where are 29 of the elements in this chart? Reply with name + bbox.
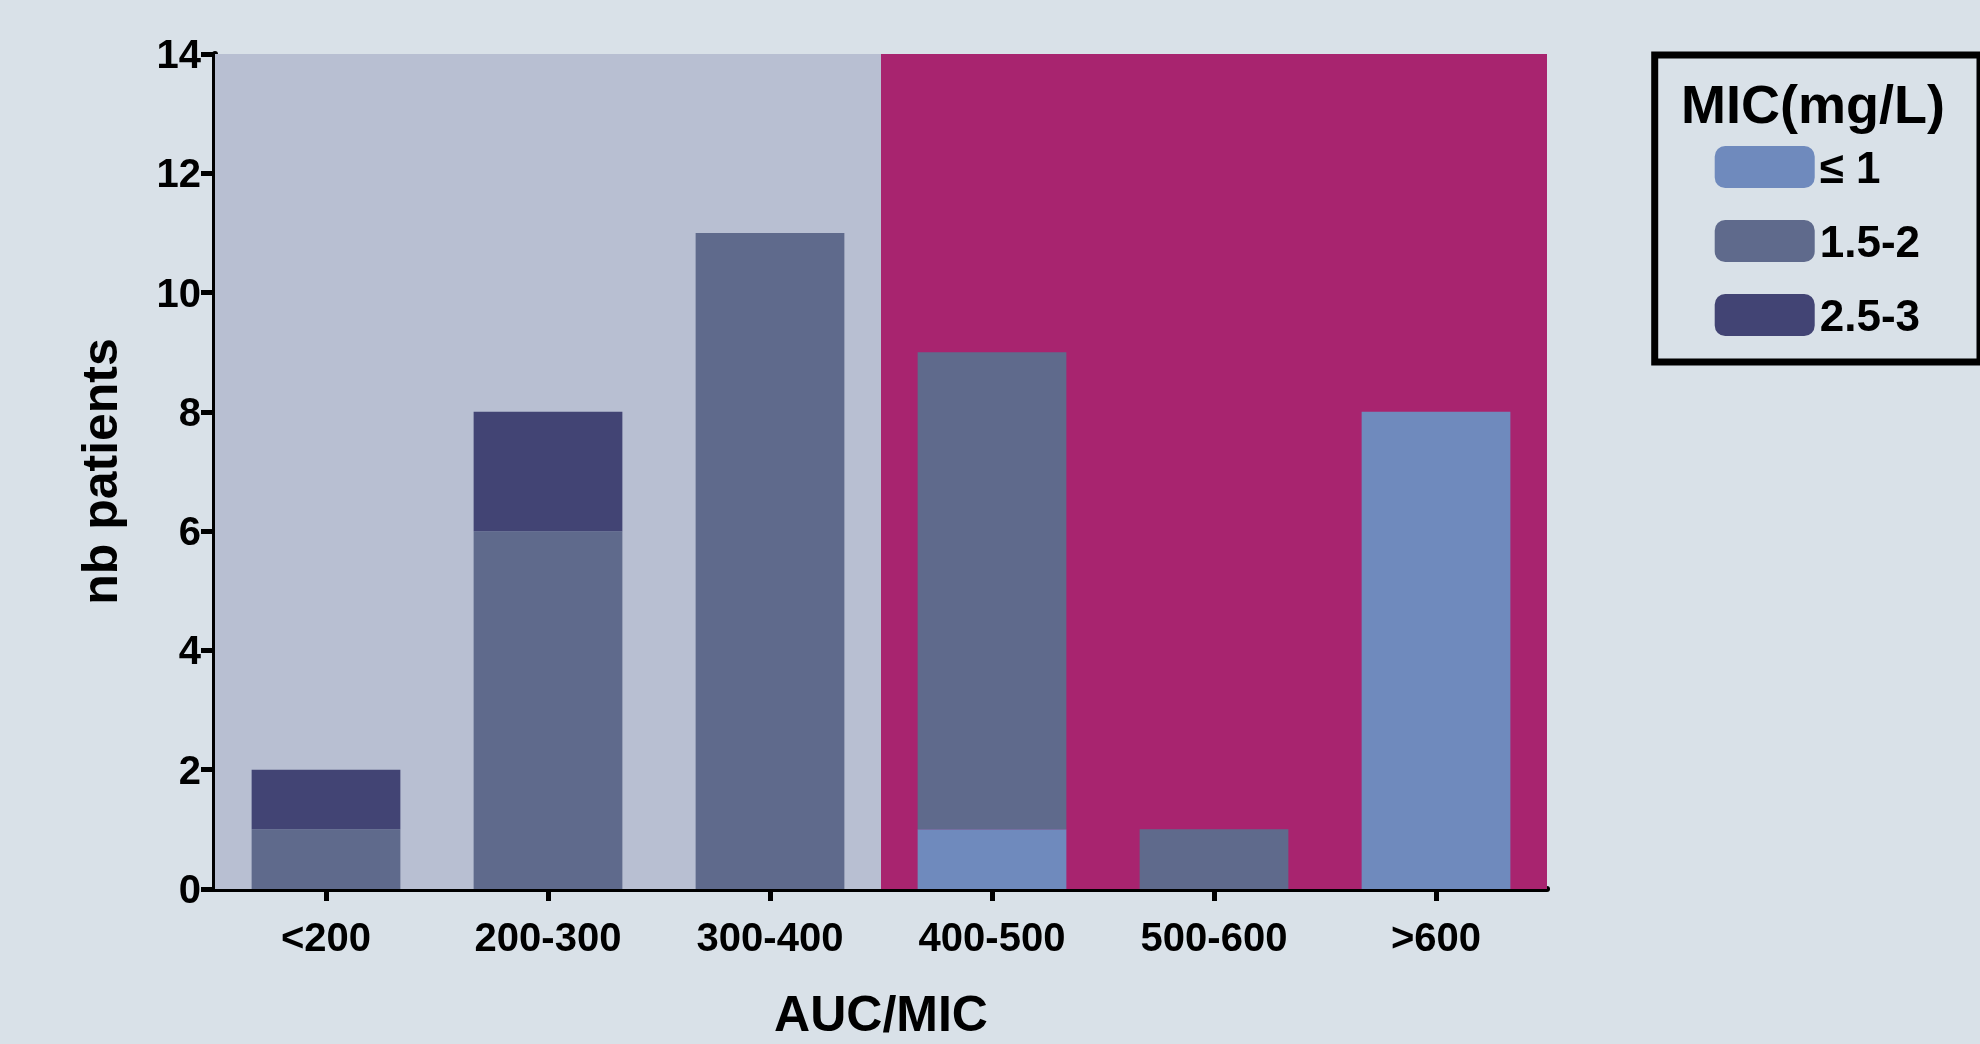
legend-title: MIC(mg/L) [1681, 74, 1945, 134]
bar [917, 352, 1067, 830]
y-tick-label: 8 [178, 389, 201, 434]
x-tick-label: 200-300 [474, 915, 622, 959]
y-tick-label: 10 [156, 270, 201, 315]
legend-label: ≤ 1 [1819, 142, 1881, 192]
y-axis-title: nb patients [72, 338, 128, 605]
y-tick-label: 14 [156, 32, 202, 76]
y-tick-label: 4 [178, 628, 202, 673]
x-axis-title: AUC/MIC [774, 986, 988, 1042]
bar [473, 411, 623, 532]
x-tick-label: 400-500 [918, 915, 1066, 959]
y-tick-label: 6 [178, 509, 201, 554]
x-tick-label: 300-400 [696, 915, 844, 959]
legend-label: 1.5-2 [1819, 216, 1921, 266]
x-tick-label: >600 [1390, 915, 1482, 959]
y-tick-label: 2 [178, 747, 201, 792]
x-tick-label: <200 [280, 915, 372, 959]
bar [695, 232, 845, 889]
bar [251, 769, 401, 830]
y-tick-label: 0 [178, 867, 201, 911]
x-tick-label: 500-600 [1140, 915, 1288, 959]
bar [473, 531, 623, 889]
bar [1139, 829, 1289, 889]
bar [251, 829, 401, 889]
bar [917, 829, 1067, 889]
bar [1361, 411, 1511, 889]
legend-label: 2.5-3 [1819, 290, 1921, 340]
y-tick-label: 12 [156, 151, 201, 196]
